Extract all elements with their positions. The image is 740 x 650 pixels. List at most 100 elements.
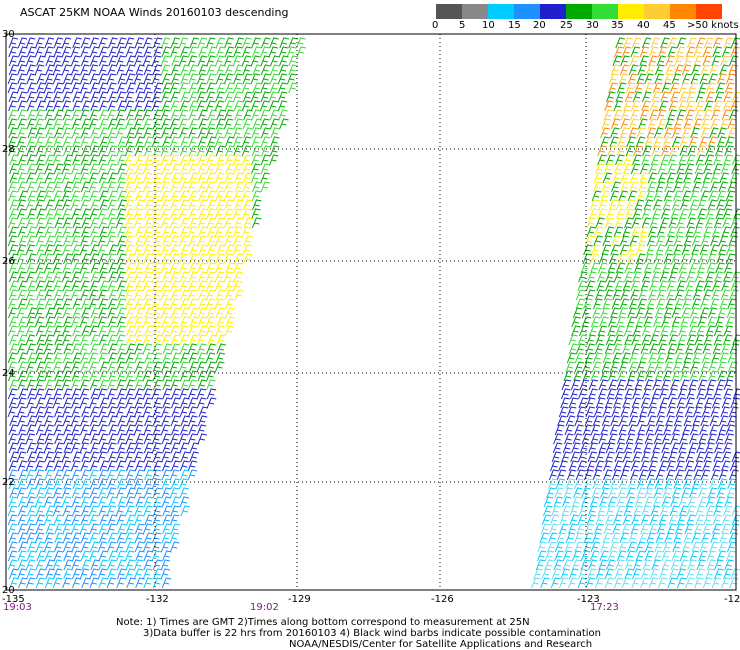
wind-barb — [597, 505, 607, 517]
wind-barb — [188, 217, 199, 229]
wind-barb — [196, 145, 207, 157]
wind-barb — [540, 523, 551, 535]
wind-barb — [80, 199, 90, 211]
wind-barb — [18, 46, 28, 58]
wind-barb — [135, 433, 145, 445]
wind-barb — [657, 118, 667, 130]
wind-barb — [18, 388, 29, 400]
wind-barb — [62, 244, 72, 256]
wind-barb — [608, 487, 618, 499]
wind-barb — [170, 523, 181, 535]
wind-barb — [597, 145, 607, 157]
wind-barb — [144, 361, 155, 373]
wind-barb — [679, 370, 690, 382]
wind-barb — [660, 451, 670, 463]
wind-barb — [125, 496, 136, 508]
wind-barb — [7, 298, 18, 310]
wind-barb — [98, 163, 108, 175]
wind-barb — [115, 109, 126, 121]
wind-barb — [686, 334, 697, 346]
wind-barb — [605, 442, 616, 454]
wind-barb — [151, 136, 162, 148]
wind-barb — [629, 298, 639, 310]
wind-barb — [44, 451, 54, 463]
wind-barb — [170, 208, 180, 220]
wind-barb — [615, 442, 626, 454]
wind-barb — [688, 487, 699, 499]
wind-barb — [197, 163, 208, 175]
wind-barb — [550, 460, 560, 472]
wind-barb — [560, 397, 570, 409]
wind-barb — [660, 154, 671, 166]
wind-barb — [632, 208, 643, 220]
wind-barb — [679, 91, 689, 103]
wind-barb — [35, 91, 45, 103]
wind-barb — [134, 163, 145, 175]
wind-barb — [72, 100, 82, 112]
wind-barb — [115, 217, 126, 229]
wind-barb — [107, 334, 118, 346]
wind-barb — [17, 181, 28, 193]
wind-barb — [694, 577, 704, 589]
wind-barb — [635, 316, 646, 328]
wind-barb — [655, 181, 666, 193]
wind-barb — [134, 280, 145, 292]
wind-barb — [670, 442, 681, 454]
colorbar-swatch — [462, 4, 488, 19]
wind-barb — [653, 433, 664, 445]
wind-barb — [716, 253, 726, 265]
wind-barb — [730, 100, 740, 112]
wind-barb — [663, 253, 674, 265]
wind-barb — [224, 235, 234, 247]
wind-barb — [574, 361, 585, 373]
wind-barb — [691, 478, 702, 490]
wind-barb — [223, 208, 234, 220]
wind-barb — [197, 280, 208, 292]
wind-barb — [697, 316, 708, 328]
wind-barb — [718, 181, 728, 193]
wind-barb — [710, 469, 721, 481]
wind-barb — [151, 271, 162, 283]
wind-barb — [607, 550, 618, 562]
wind-barb — [106, 109, 117, 121]
wind-barb — [631, 343, 642, 355]
wind-barb — [107, 298, 118, 310]
wind-barb — [179, 172, 189, 184]
wind-barb — [206, 343, 216, 355]
wind-barb — [125, 73, 136, 85]
wind-barb — [107, 199, 118, 211]
wind-barb — [260, 64, 271, 76]
wind-barb — [707, 316, 717, 328]
wind-barb — [71, 559, 81, 571]
wind-barb — [604, 343, 615, 355]
wind-barb — [107, 514, 118, 526]
wind-barb — [70, 199, 81, 211]
wind-barb — [234, 172, 244, 184]
wind-barb — [729, 469, 739, 481]
wind-barb — [98, 550, 109, 562]
wind-barb — [63, 343, 73, 355]
wind-barb — [108, 550, 118, 562]
wind-barb — [595, 451, 606, 463]
wind-barb — [677, 271, 688, 283]
wind-barb — [125, 208, 135, 220]
wind-barb — [695, 451, 706, 463]
wind-barb — [27, 415, 37, 427]
wind-barb — [54, 433, 64, 445]
wind-barb — [34, 199, 45, 211]
wind-barb — [214, 235, 225, 247]
wind-barb — [198, 226, 208, 238]
wind-barb — [80, 289, 90, 301]
wind-barb — [97, 316, 108, 328]
wind-barb — [570, 388, 580, 400]
wind-barb — [661, 496, 672, 508]
wind-barb — [561, 451, 571, 463]
wind-barb — [196, 352, 207, 364]
wind-barb — [143, 64, 154, 76]
wind-barb — [44, 280, 54, 292]
wind-barb — [269, 37, 279, 49]
wind-barb — [160, 217, 171, 229]
wind-barb — [8, 460, 19, 472]
wind-barb — [689, 307, 700, 319]
